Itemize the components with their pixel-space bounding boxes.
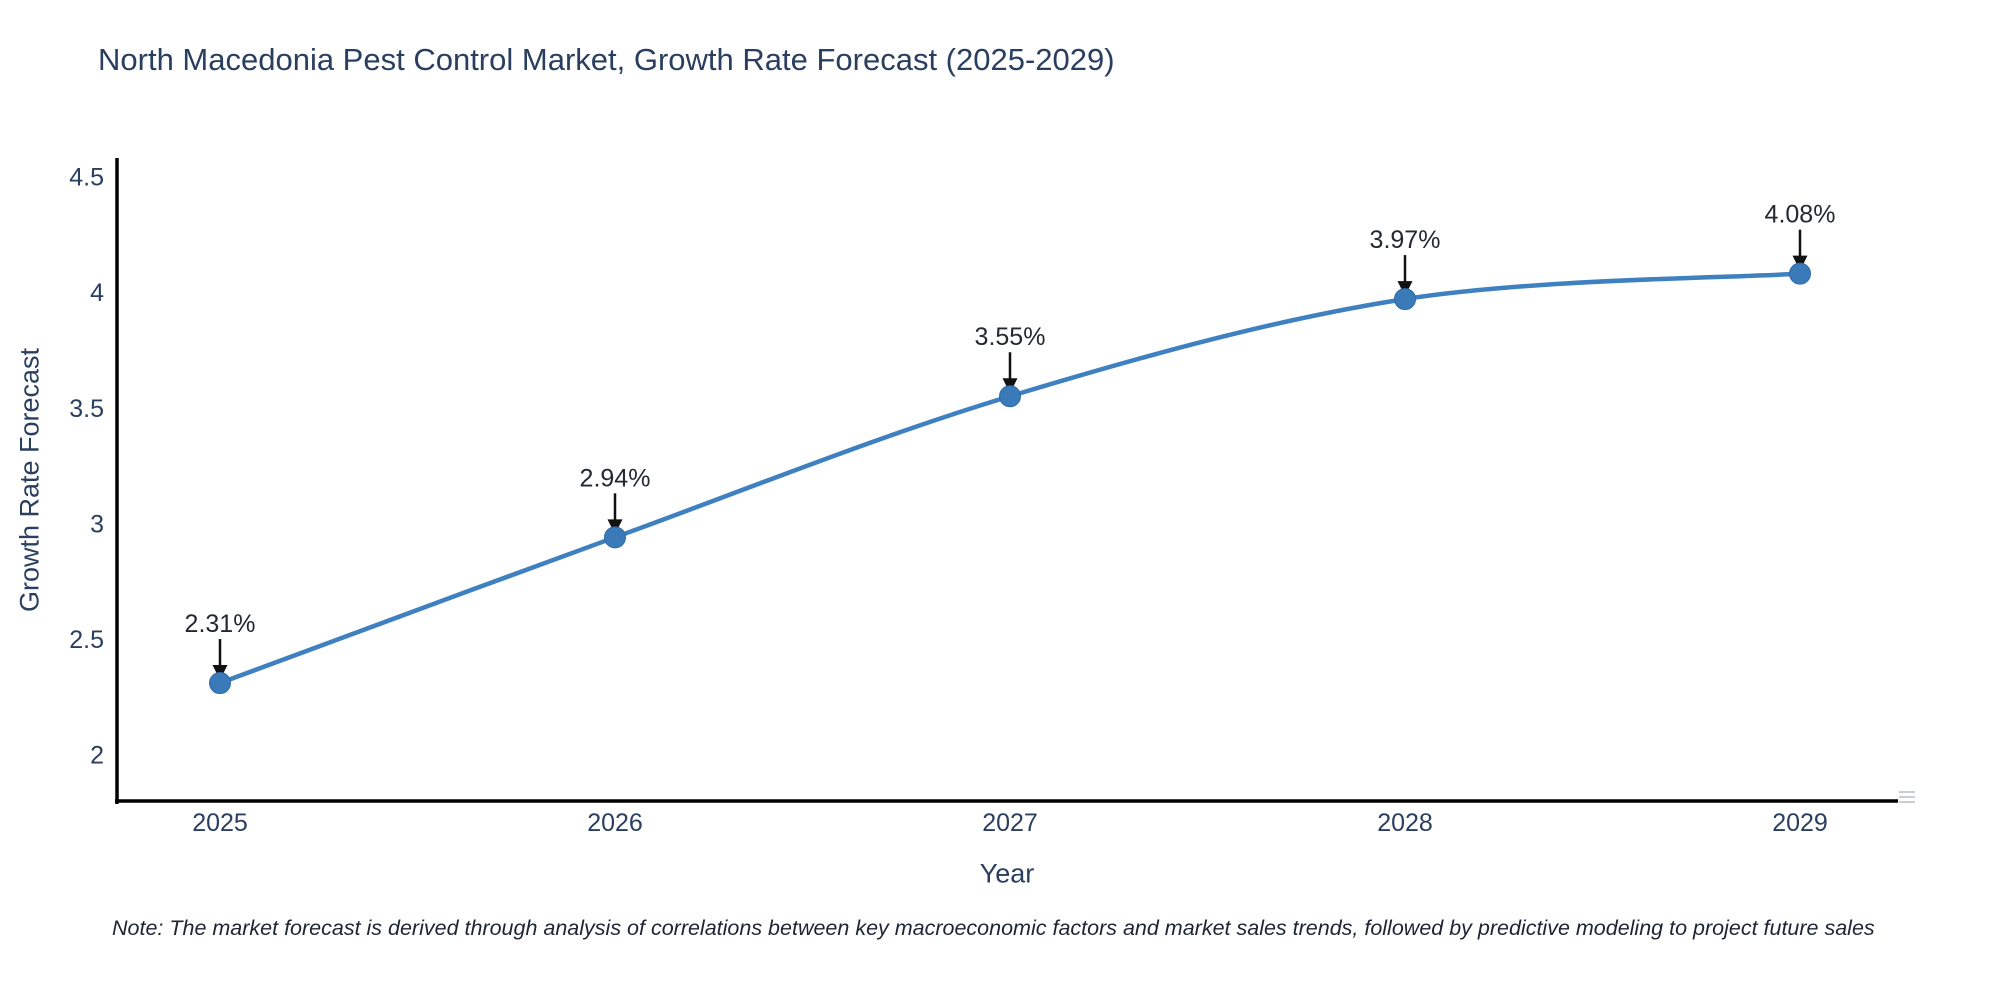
x-tick-label: 2029 <box>1772 809 1828 837</box>
x-tick-label: 2025 <box>192 809 248 837</box>
data-point-label: 2.31% <box>185 610 256 638</box>
y-tick-label: 3 <box>90 510 104 538</box>
x-axis-title: Year <box>979 858 1035 889</box>
y-tick-label: 3.5 <box>69 395 104 423</box>
data-point-marker[interactable] <box>604 526 626 549</box>
y-tick-label: 2 <box>90 742 104 770</box>
data-point-label: 4.08% <box>1765 201 1836 229</box>
x-tick-label: 2026 <box>587 809 643 837</box>
y-tick-label: 4.5 <box>69 164 104 192</box>
footnote: Note: The market forecast is derived thr… <box>112 916 1875 940</box>
data-point-label: 3.97% <box>1370 226 1441 254</box>
data-point-label: 2.94% <box>580 464 651 492</box>
data-point-marker[interactable] <box>1789 262 1811 285</box>
y-tick-label: 4 <box>90 279 104 307</box>
data-point-label: 3.55% <box>975 323 1046 351</box>
y-tick-label: 2.5 <box>69 626 104 654</box>
x-tick-label: 2027 <box>982 809 1038 837</box>
y-axis-title: Growth Rate Forecast <box>14 347 45 613</box>
data-point-marker[interactable] <box>209 672 231 695</box>
render-artifact <box>1899 791 1915 805</box>
footnote-container: Note: The market forecast is derived thr… <box>0 916 2000 941</box>
data-point-marker[interactable] <box>999 385 1021 408</box>
chart-title: North Macedonia Pest Control Market, Gro… <box>98 42 1115 77</box>
x-tick-label: 2028 <box>1377 809 1433 837</box>
data-point-marker[interactable] <box>1394 288 1416 311</box>
